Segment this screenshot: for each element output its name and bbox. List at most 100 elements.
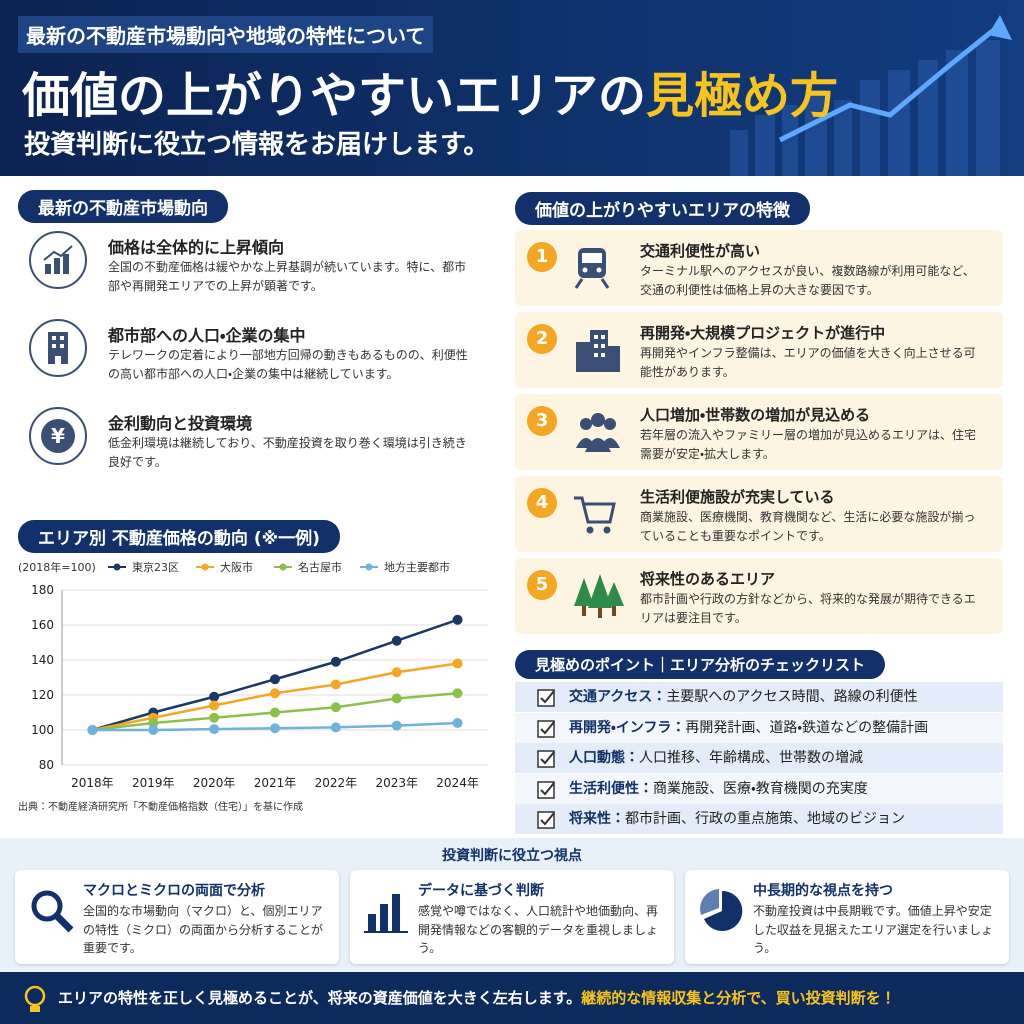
checkbox-icon [537,688,557,719]
y-tick-label: 80 [39,758,54,772]
market-item-text: 全国の不動産価格は緩やかな上昇基調が続いています。特に、都市部や再開発エリアでの… [108,260,467,294]
checklist-text: 主要駅へのアクセス時間、路線の利便性 [666,689,918,705]
market-item-text: テレワークの定着により一部地方回帰の動きもあるものの、利便性の高い都市部への人口… [108,348,468,382]
data-point [391,667,402,678]
checklist-row: 人口動態：人口推移、年齢構成、世帯数の増減 [515,743,1003,773]
data-point [452,658,463,669]
svg-text:¥: ¥ [51,424,65,448]
checkbox-icon [537,719,557,750]
y-axis-note: (2018年=100) [18,560,96,574]
y-tick-label: 140 [31,653,54,667]
subtitle: 投資判断に役立つ情報をお届けします。 [24,130,490,160]
legend-dot [113,563,121,571]
title-text: 価値の上がりやすいエリアの [22,68,647,124]
feature-number: 4 [527,488,557,518]
feature-title: 人口増加・世帯数の増加が見込める [640,406,871,424]
x-tick-label: 2020年 [193,776,236,790]
market-item-title: 金利動向と投資環境 [108,414,253,433]
data-point [330,702,341,713]
checklist-row: 再開発・インフラ：再開発計画、道路・鉄道などの整備計画 [515,712,1003,743]
footer-text: エリアの特性を正しく見極めることが、将来の資産価値を大きく左右します。 [58,989,582,1007]
section-heading: エリア別 不動産価格の動向 (※一例) [18,520,340,553]
viewpoint-title: 中長期的な視点を持つ [753,883,893,899]
data-point [330,722,341,733]
feature-number: 5 [527,570,557,600]
feature-text: 若年層の流入やファミリー層の増加が見込めるエリアは、住宅需要が安定・拡大します。 [640,428,977,462]
legend-label: 地方主要都市 [384,560,450,574]
viewpoint-icon [362,886,412,940]
data-point [148,725,159,735]
viewpoints-heading: 投資判断に役立つ視点 [442,848,582,864]
checklist-text: 商業施設、医療・教育機関の充実度 [653,780,868,797]
x-tick-label: 2024年 [436,776,479,790]
feature-text: 再開発やインフラ整備は、エリアの価値を大きく向上させる可能性があります。 [640,346,976,380]
x-tick-label: 2022年 [315,776,358,790]
section-heading: 価値の上がりやすいエリアの特徴 [515,192,810,225]
viewpoint-text: 全国的な市場動向（マクロ）と、個別エリアの特性（ミクロ）の両面から分析することが… [83,904,324,956]
title-highlight: 見極め方 [646,68,839,124]
feature-title: 再開発・大規模プロジェクトが進行中 [640,324,886,342]
checklist-label: 交通アクセス： [569,689,667,705]
x-tick-label: 2023年 [375,776,418,790]
legend-label: 大阪市 [220,560,253,574]
y-tick-label: 160 [31,618,54,632]
feature-number: 3 [527,406,557,436]
x-tick-label: 2019年 [132,776,175,790]
checklist-label: 人口動態： [569,750,639,766]
viewpoint-title: マクロとミクロの両面で分析 [83,883,265,899]
checklist-text: 人口推移、年齢構成、世帯数の増減 [639,750,863,766]
data-point [209,724,220,735]
viewpoint-card [350,870,674,964]
feature-number: 1 [527,242,557,272]
data-point [330,679,341,690]
data-point [270,688,280,699]
legend-dot [365,563,373,571]
feature-title: 交通利便性が高い [640,242,761,260]
header: 最新の不動産市場動向や地域の特性について 価値の上がりやすいエリアの見極め方 投… [0,0,1024,176]
feature-card [515,476,1003,552]
viewpoint-title: データに基づく判断 [418,883,544,899]
data-point [391,635,402,646]
checklist-text: 都市計画、行政の重点施策、地域のビジョン [625,811,905,827]
y-tick-label: 120 [31,688,54,702]
skyline-decoration [730,15,1012,176]
feature-icon [572,492,618,540]
checklist-label: 再開発・インフラ： [569,719,686,736]
data-point [330,656,341,667]
feature-text: 都市計画や行政の方針などから、将来的な発展が期待できるエリアは要注目です。 [640,592,976,626]
data-point [452,688,463,699]
market-item-title: 価格は全体的に上昇傾向 [108,238,285,257]
legend-dot [201,563,209,571]
feature-icon [572,328,622,376]
feature-number: 2 [527,324,557,354]
checklist-row: 将来性：都市計画、行政の重点施策、地域のビジョン [515,804,1003,834]
data-point [270,723,280,734]
data-point [148,718,159,728]
viewpoint-text: 不動産投資は中長期戦です。価値上昇や安定した収益を見据えたエリア選定を行いましょ… [753,904,994,956]
data-point [391,693,402,704]
feature-icon [572,410,624,458]
line-chart: (2018年=100) 東京23区 大阪市 名古屋市 地方主要都市 80 100 120 140… [18,560,488,813]
market-item-title: 都市部への人口・企業の集中 [108,326,306,345]
checkbox-icon [537,780,557,811]
y-tick-label: 180 [31,583,54,597]
data-point [452,614,463,625]
data-point [209,691,220,702]
data-point [270,674,280,685]
data-point [209,700,220,711]
viewpoint-text: 感覚や噂ではなく、人口統計や地価動向、再開発情報などの客観的データを重視しましょ… [418,904,659,956]
main-title: 価値の上がりやすいエリアの見極め方 [22,56,838,126]
feature-title: 生活利便施設が充実している [640,488,835,506]
checklist-label: 生活利便性： [569,780,653,797]
market-icon [28,318,88,382]
legend-dot [279,563,287,571]
market-item-text: 低金利環境は継続しており、不動産投資を取り巻く環境は引き続き良好です。 [108,436,467,470]
chart-source: 出典：不動産経済研究所「不動産価格指数（住宅）」を基に作成 [18,800,303,813]
footer: エリアの特性を正しく見極めることが、将来の資産価値を大きく左右します。継続的な情… [0,972,1024,1024]
feature-text: ターミナル駅へのアクセスが良い、複数路線が利用可能など、交通の利便性は価格上昇の… [640,264,975,298]
feature-icon [572,574,624,622]
checkbox-icon [537,810,557,841]
checklist-label: 将来性： [569,811,625,827]
checklist-text: 再開発計画、道路・鉄道などの整備計画 [685,719,929,736]
